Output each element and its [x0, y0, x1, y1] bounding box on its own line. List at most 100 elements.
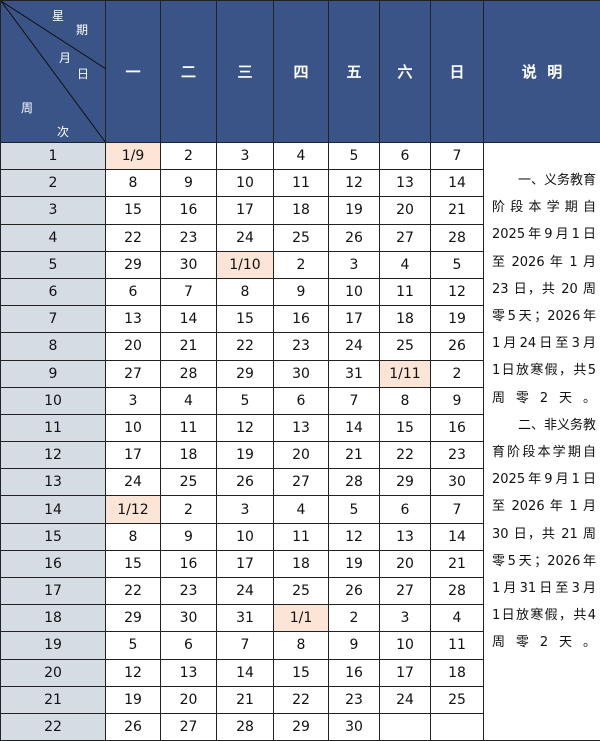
date-cell: 5 [329, 496, 380, 523]
date-cell: 27 [106, 360, 161, 387]
header-fri: 五 [329, 1, 380, 143]
date-cell: 26 [329, 224, 380, 251]
date-cell: 23 [161, 224, 217, 251]
date-cell: 10 [106, 414, 161, 441]
date-cell: 16 [161, 550, 217, 577]
date-cell: 2 [329, 605, 380, 632]
date-cell: 17 [106, 442, 161, 469]
header-note: 说 明 [484, 1, 600, 143]
date-cell: 11 [161, 414, 217, 441]
date-cell: 7 [161, 278, 217, 305]
date-cell: 25 [274, 578, 329, 605]
week-number: 14 [1, 496, 106, 523]
date-cell: 12 [431, 278, 484, 305]
date-cell: 18 [274, 197, 329, 224]
date-cell: 18 [274, 550, 329, 577]
week-number: 7 [1, 306, 106, 333]
date-cell: 3 [329, 251, 380, 278]
date-cell: 28 [217, 713, 274, 740]
date-cell: 6 [161, 632, 217, 659]
week-number: 3 [1, 197, 106, 224]
date-cell: 10 [217, 170, 274, 197]
date-cell: 2 [161, 496, 217, 523]
note-line: 育阶段本学期自 [492, 439, 596, 466]
date-cell: 9 [161, 170, 217, 197]
note-line: 1月31日至3月 [492, 575, 596, 602]
date-cell: 14 [431, 523, 484, 550]
week-number: 6 [1, 278, 106, 305]
date-cell: 8 [106, 170, 161, 197]
date-cell: 6 [380, 496, 431, 523]
date-cell [380, 713, 431, 740]
date-cell: 29 [217, 360, 274, 387]
date-cell: 29 [274, 713, 329, 740]
date-cell: 15 [380, 414, 431, 441]
header-row: 星 期 月 日 周 次 一 二 三 四 五 六 日 说 明 [1, 1, 600, 143]
date-cell-month-start: 1/12 [106, 496, 161, 523]
week-number: 8 [1, 333, 106, 360]
date-cell: 4 [274, 496, 329, 523]
date-cell: 18 [161, 442, 217, 469]
date-cell: 22 [380, 442, 431, 469]
note-line: 阶段本学期自 [492, 194, 596, 221]
date-cell: 24 [217, 578, 274, 605]
date-cell: 10 [217, 523, 274, 550]
note-line: 二、非义务教 [492, 412, 596, 439]
date-cell: 5 [106, 632, 161, 659]
date-cell: 11 [274, 523, 329, 550]
week-number: 18 [1, 605, 106, 632]
date-cell: 26 [431, 333, 484, 360]
note-line: 1日放寒假，共5 [492, 357, 596, 384]
date-cell: 7 [329, 387, 380, 414]
date-cell: 28 [431, 578, 484, 605]
corner-label-zhou: 周 [21, 99, 33, 116]
date-cell: 2 [274, 251, 329, 278]
date-cell: 19 [106, 686, 161, 713]
week-number: 15 [1, 523, 106, 550]
date-cell: 4 [274, 143, 329, 170]
date-cell: 27 [274, 469, 329, 496]
corner-label-day: 日 [77, 65, 89, 82]
header-tue: 二 [161, 1, 217, 143]
date-cell: 3 [217, 143, 274, 170]
date-cell: 29 [380, 469, 431, 496]
date-cell: 26 [217, 469, 274, 496]
date-cell: 14 [161, 306, 217, 333]
date-cell: 20 [274, 442, 329, 469]
date-cell: 31 [329, 360, 380, 387]
date-cell: 8 [106, 523, 161, 550]
date-cell: 12 [329, 523, 380, 550]
date-cell: 30 [161, 251, 217, 278]
week-number: 11 [1, 414, 106, 441]
note-line: 1日放寒假，共4 [492, 602, 596, 629]
date-cell: 12 [329, 170, 380, 197]
date-cell: 11 [380, 278, 431, 305]
date-cell: 17 [217, 197, 274, 224]
date-cell: 18 [431, 659, 484, 686]
date-cell-month-start: 1/10 [217, 251, 274, 278]
week-number: 9 [1, 360, 106, 387]
date-cell: 11 [274, 170, 329, 197]
week-number: 2 [1, 170, 106, 197]
date-cell: 13 [380, 523, 431, 550]
note-line: 周零2天。 [492, 629, 596, 656]
note-line: 零5天；2026年 [492, 548, 596, 575]
date-cell: 16 [274, 306, 329, 333]
date-cell: 27 [380, 224, 431, 251]
week-number: 12 [1, 442, 106, 469]
date-cell: 26 [329, 578, 380, 605]
note-line: 零5天；2026年 [492, 303, 596, 330]
date-cell: 8 [217, 278, 274, 305]
date-cell: 12 [106, 659, 161, 686]
date-cell: 15 [274, 659, 329, 686]
date-cell: 19 [329, 197, 380, 224]
note-line: 一、义务教育 [492, 167, 596, 194]
date-cell: 31 [217, 605, 274, 632]
date-cell: 10 [380, 632, 431, 659]
date-cell: 14 [431, 170, 484, 197]
date-cell: 4 [380, 251, 431, 278]
date-cell: 3 [106, 387, 161, 414]
date-cell: 21 [431, 197, 484, 224]
